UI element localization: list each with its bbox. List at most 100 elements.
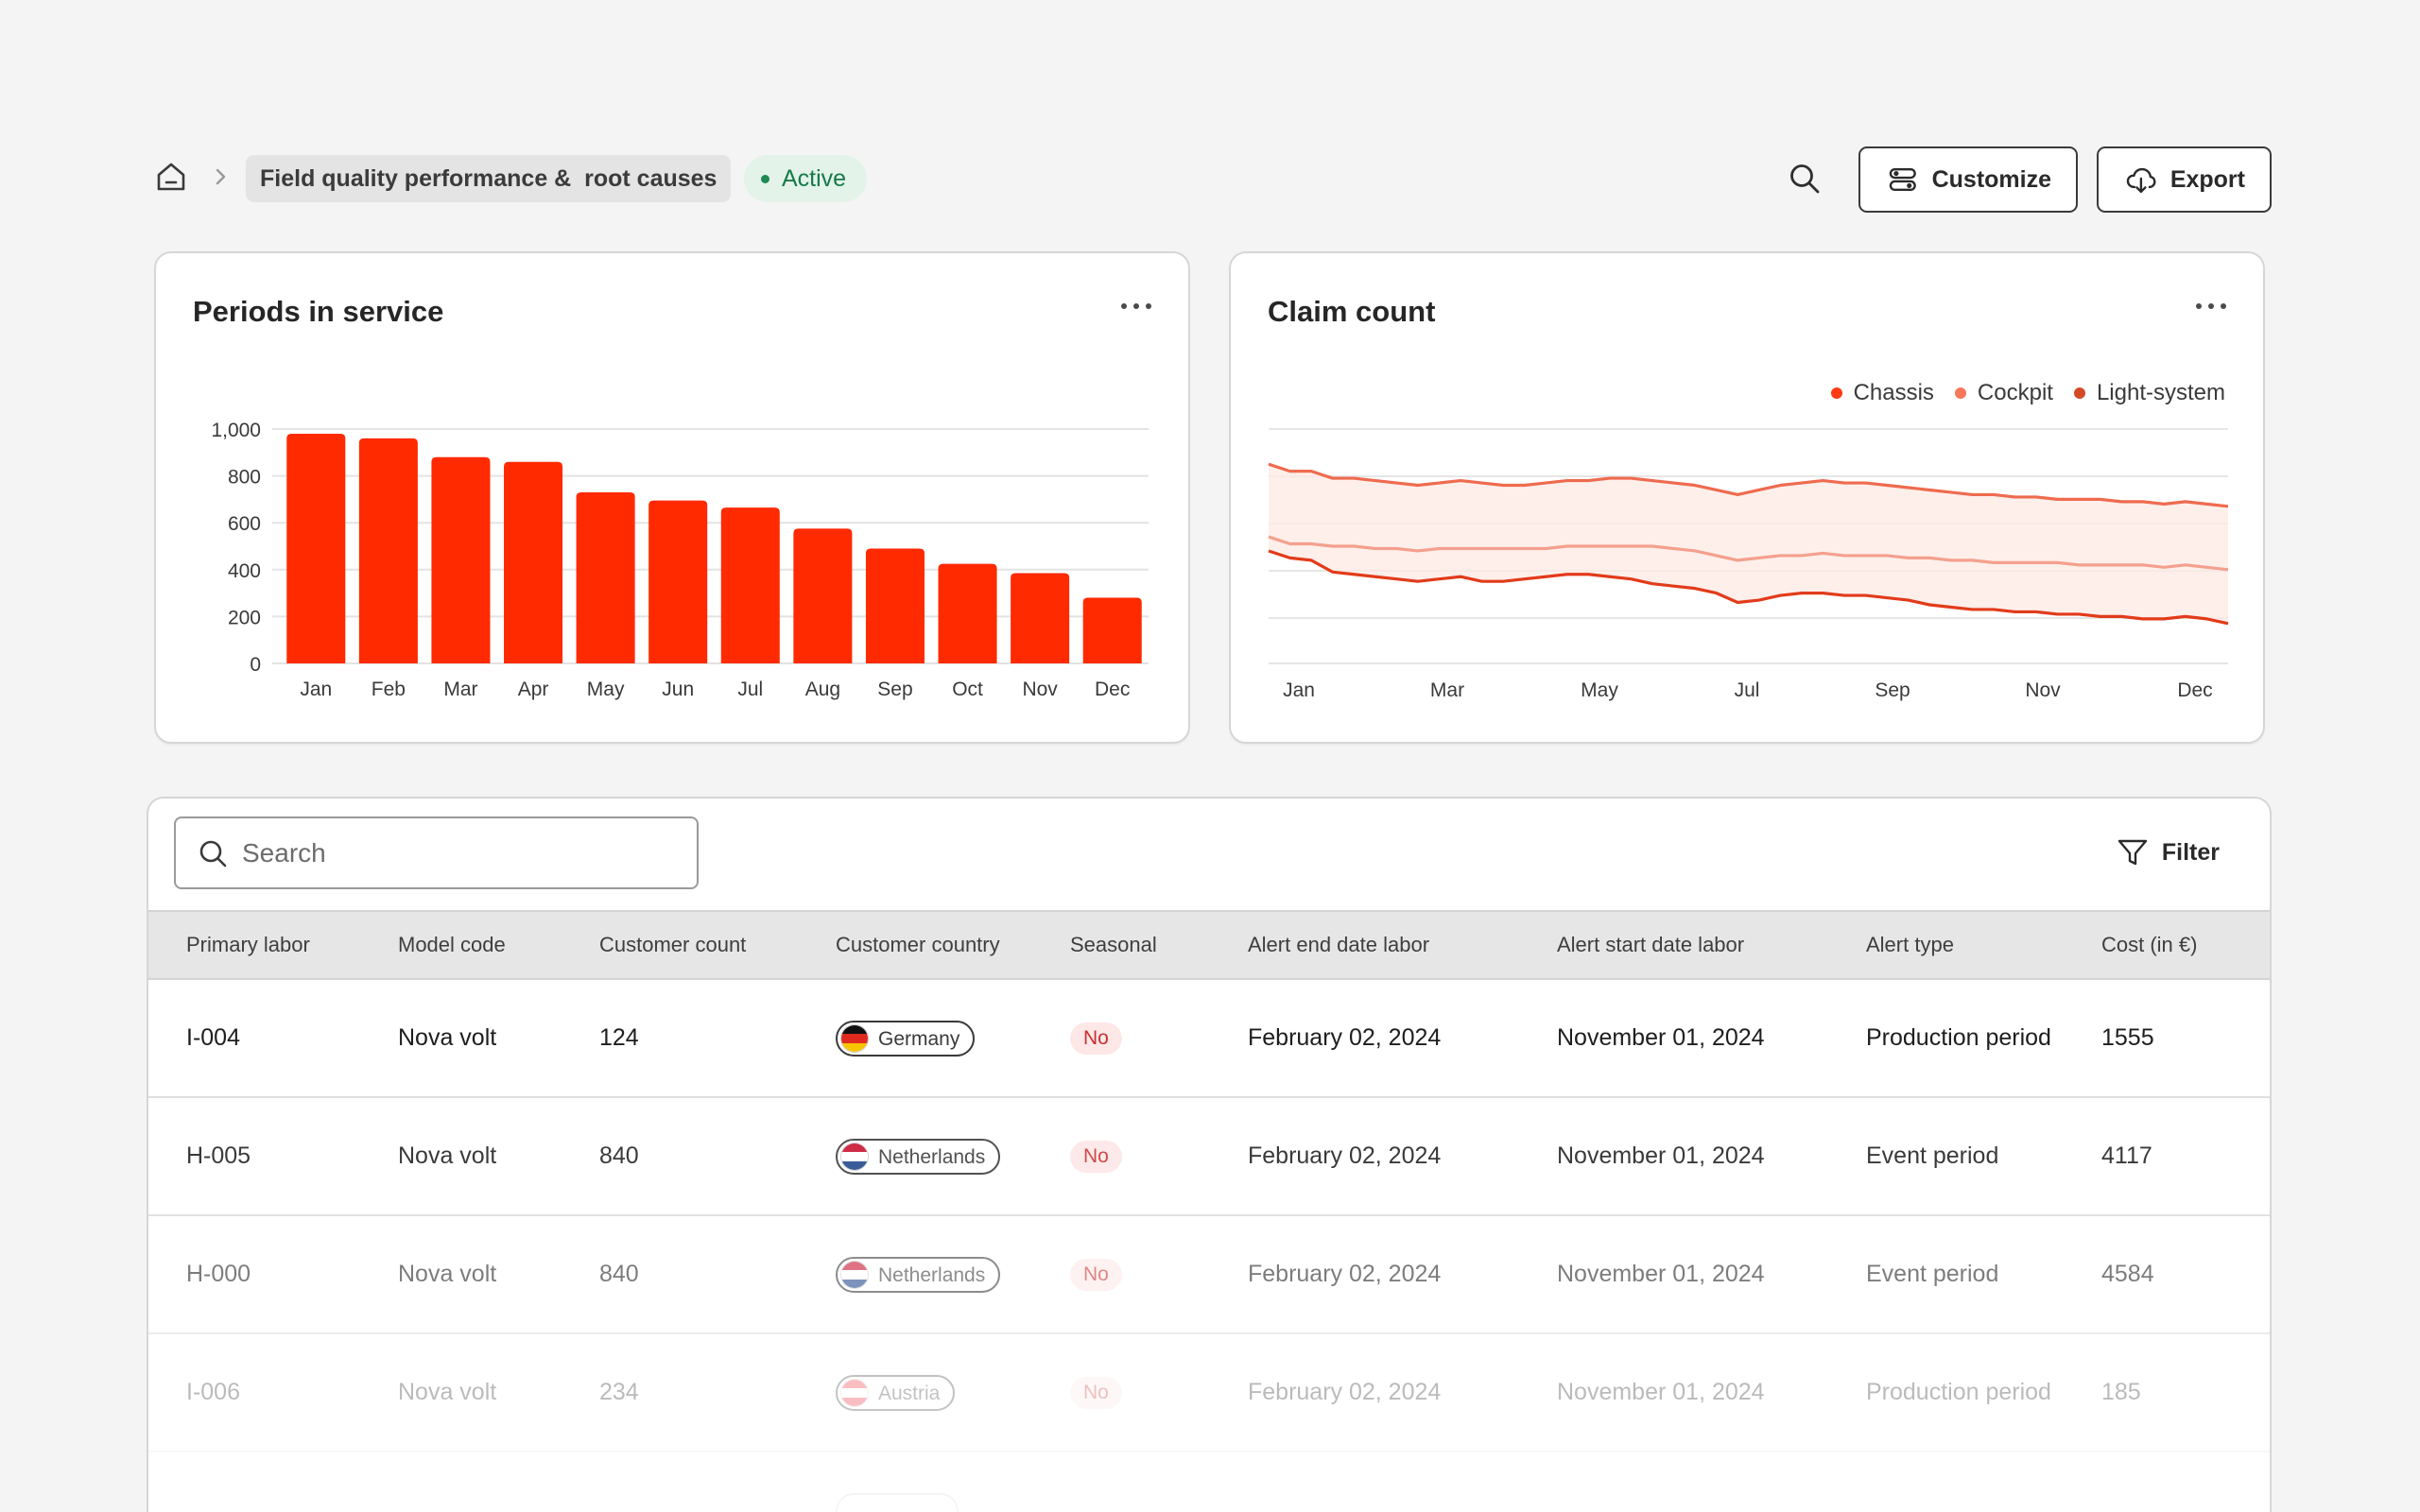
alert-start-date-cell: November 01, 2024 — [1557, 1024, 1765, 1051]
scroll-fade — [148, 1400, 2270, 1512]
column-header[interactable]: Customer country — [836, 933, 1000, 956]
claim-count-card: Jan Mar May Jul Sep Nov Dec Claim count Chassi… — [1229, 251, 2265, 744]
netherlands-flag-icon — [840, 1143, 869, 1171]
y-tick-label: 1,000 — [211, 420, 261, 441]
page-title[interactable]: Field quality performance & root causes — [246, 155, 732, 202]
search-icon[interactable] — [1787, 161, 1823, 197]
primary-labor-cell: H-005 — [186, 1143, 251, 1169]
periods-bar-chart: 0 200 400 600 800 1,000 Jan Feb Mar Apr May Jun Jul A… — [211, 420, 1149, 700]
customer-count-cell: 840 — [599, 1261, 639, 1287]
legend-item[interactable]: Cockpit — [1954, 380, 2053, 406]
x-tick-label: Oct — [952, 679, 983, 700]
table-row[interactable]: H-005 Nova volt 840 Netherlands No Febru… — [148, 1098, 2270, 1216]
x-tick-label: May — [587, 679, 625, 700]
area-band — [1269, 464, 2228, 624]
export-button[interactable]: Export — [2097, 146, 2272, 213]
table-row[interactable]: H-000 Nova volt 840 Netherlands No Febru… — [148, 1216, 2270, 1334]
column-header[interactable]: Primary labor — [186, 933, 310, 956]
x-tick-label: Jul — [1735, 679, 1760, 701]
x-tick-label: May — [1581, 679, 1618, 701]
bar — [1011, 573, 1070, 663]
export-label: Export — [2169, 165, 2245, 193]
legend-item[interactable]: Chassis — [1830, 380, 1934, 406]
home-icon[interactable] — [154, 160, 188, 194]
alert-type-cell: Event period — [1866, 1261, 1999, 1287]
primary-labor-cell: I-004 — [186, 1024, 240, 1051]
customer-count-cell: 840 — [599, 1143, 639, 1169]
y-tick-label: 400 — [228, 560, 261, 582]
x-tick-label: Feb — [372, 679, 406, 700]
customer-count-cell: 124 — [599, 1024, 639, 1051]
more-options-icon[interactable] — [1120, 301, 1152, 314]
y-tick-label: 0 — [250, 654, 261, 676]
bar — [938, 563, 997, 663]
legend-swatch — [2073, 387, 2085, 399]
bar — [286, 433, 346, 663]
series-line-light-system — [1268, 549, 2229, 626]
chevron-right-icon — [216, 168, 226, 185]
country-pill: Netherlands — [836, 1257, 1001, 1293]
cloud-download-icon — [2126, 167, 2156, 194]
x-tick-label: Sep — [1875, 679, 1910, 701]
customize-label: Customize — [1931, 165, 2051, 193]
alert-start-date-cell: November 01, 2024 — [1557, 1261, 1765, 1287]
country-label: Netherlands — [878, 1145, 986, 1168]
status-label: Active — [782, 165, 847, 192]
series-line-chassis — [1268, 462, 2229, 508]
table-row[interactable]: I-004 Nova volt 124 Germany No February … — [148, 980, 2270, 1098]
column-header[interactable]: Alert start date labor — [1557, 933, 1745, 956]
primary-labor-cell: H-000 — [186, 1261, 251, 1287]
bar — [358, 438, 418, 663]
x-tick-label: Nov — [1022, 679, 1058, 700]
filter-label: Filter — [2161, 838, 2220, 866]
model-code-cell: Nova volt — [398, 1143, 497, 1169]
x-tick-label: Aug — [805, 679, 840, 700]
netherlands-flag-icon — [840, 1261, 869, 1289]
more-options-icon[interactable] — [2195, 301, 2227, 314]
bar — [720, 507, 780, 663]
x-tick-label: Mar — [1430, 679, 1464, 701]
x-tick-label: Jan — [1283, 679, 1315, 701]
customize-button[interactable]: Customize — [1858, 146, 2078, 213]
search-input[interactable]: Search — [174, 816, 699, 889]
chart-legend: Chassis Cockpit Light-system — [1830, 380, 2225, 406]
y-tick-label: 600 — [228, 513, 261, 535]
bar — [648, 500, 708, 663]
legend-label: Light-system — [2096, 380, 2225, 405]
alert-end-date-cell: February 02, 2024 — [1248, 1261, 1442, 1287]
status-dot-icon — [761, 175, 769, 183]
column-header[interactable]: Customer count — [599, 933, 747, 956]
column-header[interactable]: Seasonal — [1070, 933, 1157, 956]
column-header[interactable]: Alert type — [1866, 933, 1954, 956]
x-tick-label: Jan — [300, 679, 332, 700]
x-tick-label: Dec — [1095, 679, 1130, 700]
series-line-cockpit — [1268, 535, 2229, 572]
bar — [865, 548, 925, 663]
bar — [504, 461, 563, 663]
seasonal-badge: No — [1070, 1259, 1122, 1291]
x-tick-label: Mar — [443, 679, 477, 700]
cost-cell: 1555 — [2101, 1024, 2154, 1051]
column-header[interactable]: Cost (in €) — [2101, 933, 2198, 956]
filter-icon — [2118, 839, 2148, 866]
column-header[interactable]: Alert end date labor — [1248, 933, 1430, 956]
seasonal-badge: No — [1070, 1141, 1122, 1173]
status-badge: Active — [744, 155, 868, 202]
column-header[interactable]: Model code — [398, 933, 506, 956]
chart-title: Claim count — [1268, 295, 1436, 328]
alert-end-date-cell: February 02, 2024 — [1248, 1024, 1442, 1051]
claim-count-line-chart: Jan Mar May Jul Sep Nov Dec — [1268, 428, 2229, 701]
alert-start-date-cell: November 01, 2024 — [1557, 1143, 1765, 1169]
seasonal-badge: No — [1070, 1022, 1122, 1055]
model-code-cell: Nova volt — [398, 1024, 497, 1051]
country-label: Netherlands — [878, 1263, 986, 1286]
legend-item[interactable]: Light-system — [2073, 380, 2225, 406]
germany-flag-icon — [840, 1024, 869, 1053]
alert-type-cell: Event period — [1866, 1143, 1999, 1169]
alert-end-date-cell: February 02, 2024 — [1248, 1143, 1442, 1169]
filter-button[interactable]: Filter — [2117, 831, 2220, 874]
country-label: Austria — [878, 1382, 941, 1404]
x-tick-label: Jun — [662, 679, 694, 700]
bar — [431, 456, 491, 663]
x-tick-label: Nov — [2025, 679, 2061, 701]
